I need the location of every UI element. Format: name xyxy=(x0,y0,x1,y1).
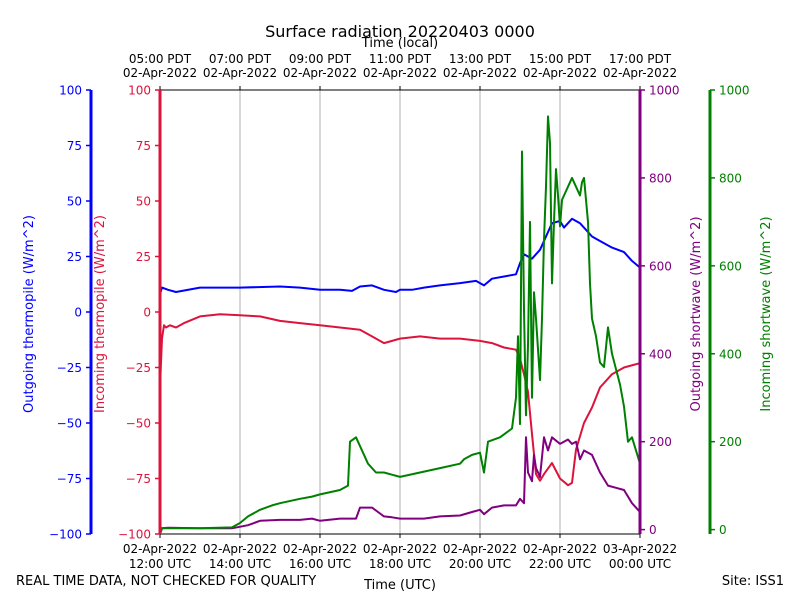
quality-disclaimer: REAL TIME DATA, NOT CHECKED FOR QUALITY xyxy=(16,574,317,589)
x-tick-label-utc: 14:00 UTC xyxy=(209,557,271,571)
y-tick-label: −50 xyxy=(57,417,82,431)
x-tick-label-top-date: 02-Apr-2022 xyxy=(363,66,437,80)
series-line-in_sw xyxy=(159,115,641,535)
y-tick-label: 200 xyxy=(719,435,742,449)
x-tick-label-date: 02-Apr-2022 xyxy=(203,542,277,556)
y-tick-label: 200 xyxy=(649,435,672,449)
y-tick-label: 800 xyxy=(719,171,742,185)
top-axis-label: Time (local) xyxy=(361,36,438,51)
x-tick-label-pdt: 15:00 PDT xyxy=(529,52,592,66)
y-tick-label: −25 xyxy=(57,361,82,375)
y-tick-label: −75 xyxy=(126,472,151,486)
y-tick-label: 0 xyxy=(143,306,151,320)
x-tick-label-pdt: 17:00 PDT xyxy=(609,52,672,66)
y-tick-label: 600 xyxy=(719,259,742,273)
x-axis-label: Time (UTC) xyxy=(363,578,436,593)
x-tick-label-utc: 18:00 UTC xyxy=(369,557,431,571)
y-axes: −100 −75 −50 −25 0 25 50 75 100 Outgoing thermopi… xyxy=(22,84,774,542)
x-tick-label-utc: 16:00 UTC xyxy=(289,557,351,571)
x-tick-label-utc: 12:00 UTC xyxy=(129,557,191,571)
x-tick-label-date: 03-Apr-2022 xyxy=(603,542,677,556)
y-tick-label: −75 xyxy=(57,472,82,486)
y-tick-label: 400 xyxy=(649,347,672,361)
y-tick-label: 75 xyxy=(67,139,82,153)
x-tick-label-utc: 00:00 UTC xyxy=(609,557,671,571)
series-line-out_sw xyxy=(159,436,641,535)
y-tick-label: −100 xyxy=(118,528,151,542)
x-tick-label-top-date: 02-Apr-2022 xyxy=(603,66,677,80)
x-tick-label-pdt: 07:00 PDT xyxy=(209,52,272,66)
y-tick-label: 50 xyxy=(136,195,151,209)
x-tick-label-utc: 20:00 UTC xyxy=(449,557,511,571)
x-tick-label-date: 02-Apr-2022 xyxy=(283,542,357,556)
x-tick-label-date: 02-Apr-2022 xyxy=(443,542,517,556)
x-tick-label-top-date: 02-Apr-2022 xyxy=(123,66,197,80)
x-tick-label-date: 02-Apr-2022 xyxy=(363,542,437,556)
y-tick-label: −25 xyxy=(126,361,151,375)
y-axis-label-out_thermo: Outgoing thermopile (W/m^2) xyxy=(22,215,37,413)
y-tick-label: 75 xyxy=(136,139,151,153)
x-tick-label-pdt: 11:00 PDT xyxy=(369,52,432,66)
y-tick-label: −50 xyxy=(126,417,151,431)
x-tick-label-utc: 22:00 UTC xyxy=(529,557,591,571)
series-line-in_thermo xyxy=(159,313,641,487)
y-tick-label: 800 xyxy=(649,171,672,185)
site-label: Site: ISS1 xyxy=(721,574,784,589)
x-tick-label-pdt: 05:00 PDT xyxy=(129,52,192,66)
y-axis-label-in_sw: Incoming shortwave (W/m^2) xyxy=(759,216,774,411)
y-axis-label-in_thermo: Incoming thermopile (W/m^2) xyxy=(93,215,108,413)
x-tick-label-top-date: 02-Apr-2022 xyxy=(523,66,597,80)
y-tick-label: 100 xyxy=(59,84,82,98)
y-tick-label: 100 xyxy=(128,84,151,98)
y-tick-label: 25 xyxy=(67,250,82,264)
y-tick-label: 600 xyxy=(649,259,672,273)
y-axis-label-out_sw: Outgoing shortwave (W/m^2) xyxy=(689,216,704,411)
y-tick-label: 0 xyxy=(719,523,727,537)
x-tick-label-date: 02-Apr-2022 xyxy=(123,542,197,556)
y-tick-label: 1000 xyxy=(649,84,680,98)
y-tick-label: 1000 xyxy=(719,84,750,98)
x-tick-label-pdt: 09:00 PDT xyxy=(289,52,352,66)
x-tick-label-pdt: 13:00 PDT xyxy=(449,52,512,66)
y-tick-label: 400 xyxy=(719,347,742,361)
y-tick-label: 25 xyxy=(136,250,151,264)
vertical-gridlines xyxy=(239,90,561,534)
y-tick-label: 50 xyxy=(67,195,82,209)
series-lines xyxy=(159,115,641,535)
y-tick-label: 0 xyxy=(649,523,657,537)
x-tick-label-top-date: 02-Apr-2022 xyxy=(203,66,277,80)
y-tick-label: −100 xyxy=(49,528,82,542)
x-tick-label-top-date: 02-Apr-2022 xyxy=(443,66,517,80)
x-tick-label-top-date: 02-Apr-2022 xyxy=(283,66,357,80)
series-line-out_thermo xyxy=(159,217,641,295)
x-tick-label-date: 02-Apr-2022 xyxy=(523,542,597,556)
chart-title: Surface radiation 20220403 0000 xyxy=(265,22,535,41)
y-tick-label: 0 xyxy=(74,306,82,320)
